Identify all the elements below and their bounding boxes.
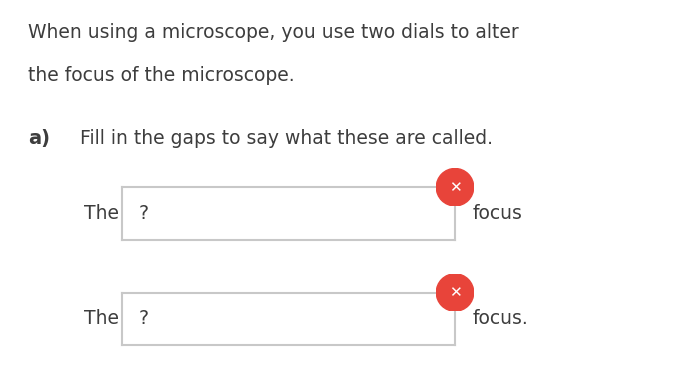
Text: focus: focus xyxy=(473,204,522,223)
Text: ?: ? xyxy=(139,204,149,223)
Circle shape xyxy=(436,168,474,206)
Text: the focus of the microscope.: the focus of the microscope. xyxy=(28,66,295,85)
Text: ?: ? xyxy=(139,309,149,328)
Text: focus.: focus. xyxy=(473,309,528,328)
Circle shape xyxy=(436,274,474,311)
Text: ✕: ✕ xyxy=(449,180,461,195)
Text: The: The xyxy=(84,309,119,328)
Text: a): a) xyxy=(28,129,50,148)
Text: ✕: ✕ xyxy=(449,285,461,300)
Text: Fill in the gaps to say what these are called.: Fill in the gaps to say what these are c… xyxy=(80,129,494,148)
Text: The: The xyxy=(84,204,119,223)
Text: When using a microscope, you use two dials to alter: When using a microscope, you use two dia… xyxy=(28,23,519,43)
